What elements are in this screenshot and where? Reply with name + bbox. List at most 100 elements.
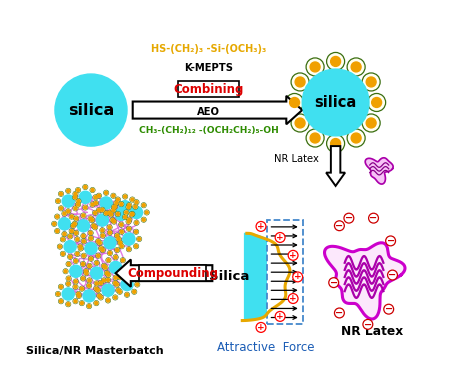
Circle shape [74,207,77,210]
Circle shape [124,292,130,298]
Circle shape [121,279,133,291]
Circle shape [83,269,89,274]
Circle shape [93,200,99,205]
Circle shape [92,210,98,216]
Circle shape [87,263,92,269]
Circle shape [97,240,100,243]
Circle shape [109,213,113,216]
Circle shape [127,205,130,209]
Circle shape [100,228,105,233]
Circle shape [65,188,71,194]
Circle shape [101,208,104,211]
Circle shape [80,301,83,305]
Circle shape [123,233,135,245]
Polygon shape [365,158,393,184]
Circle shape [67,262,70,265]
Text: +: + [276,233,284,242]
Circle shape [74,217,78,220]
Circle shape [130,197,135,202]
Circle shape [98,295,101,298]
Circle shape [73,279,79,284]
Circle shape [73,284,78,289]
Circle shape [118,290,121,293]
Text: Compounding: Compounding [127,267,218,280]
Circle shape [134,205,137,208]
Circle shape [134,243,139,249]
Circle shape [351,133,361,143]
Circle shape [93,226,97,229]
Circle shape [88,236,94,241]
Circle shape [74,285,77,288]
Circle shape [362,73,380,91]
Circle shape [99,246,104,251]
Text: −: − [364,319,372,329]
Circle shape [141,202,146,208]
Circle shape [81,233,86,239]
Text: NR Latex: NR Latex [273,154,319,164]
Circle shape [61,238,64,241]
Circle shape [144,210,149,215]
Circle shape [388,270,397,280]
Circle shape [62,195,74,207]
Circle shape [67,210,70,213]
Circle shape [81,239,86,244]
Circle shape [115,197,120,202]
Circle shape [95,282,98,285]
Circle shape [105,298,111,303]
Circle shape [74,280,77,283]
Text: +: + [289,294,297,303]
Circle shape [67,189,70,192]
Circle shape [76,238,79,241]
Circle shape [73,259,79,264]
Circle shape [134,220,139,225]
Circle shape [96,253,101,259]
Circle shape [122,214,128,220]
Circle shape [90,202,95,207]
Circle shape [73,195,78,200]
Circle shape [78,246,83,251]
Text: silica: silica [314,95,357,110]
Circle shape [57,244,63,249]
Circle shape [102,264,105,267]
Circle shape [67,303,70,306]
Circle shape [70,229,73,233]
Text: −: − [386,236,395,246]
Circle shape [290,98,300,108]
Circle shape [119,229,124,235]
Circle shape [121,259,124,262]
Circle shape [118,202,124,207]
Circle shape [88,230,93,236]
Circle shape [91,188,94,192]
Circle shape [94,286,99,291]
Circle shape [109,261,122,274]
Circle shape [347,129,365,147]
Circle shape [130,206,143,219]
Circle shape [103,211,109,216]
Circle shape [145,211,148,214]
Circle shape [112,194,115,197]
Circle shape [75,237,80,242]
Circle shape [56,293,60,296]
Circle shape [72,221,77,226]
Circle shape [62,211,67,216]
Circle shape [65,301,71,307]
Circle shape [256,322,266,332]
Circle shape [293,272,302,282]
Circle shape [133,290,136,293]
Circle shape [101,278,107,283]
Circle shape [81,213,86,218]
Circle shape [59,285,63,288]
Text: +: + [289,251,297,260]
Circle shape [73,191,78,197]
Circle shape [384,304,393,314]
Circle shape [88,305,91,308]
Circle shape [137,236,142,241]
Circle shape [351,62,361,72]
Circle shape [100,247,105,253]
Circle shape [94,300,99,306]
Circle shape [84,270,88,273]
Circle shape [362,114,380,132]
Circle shape [114,282,119,287]
Circle shape [55,228,60,234]
Circle shape [335,308,344,318]
